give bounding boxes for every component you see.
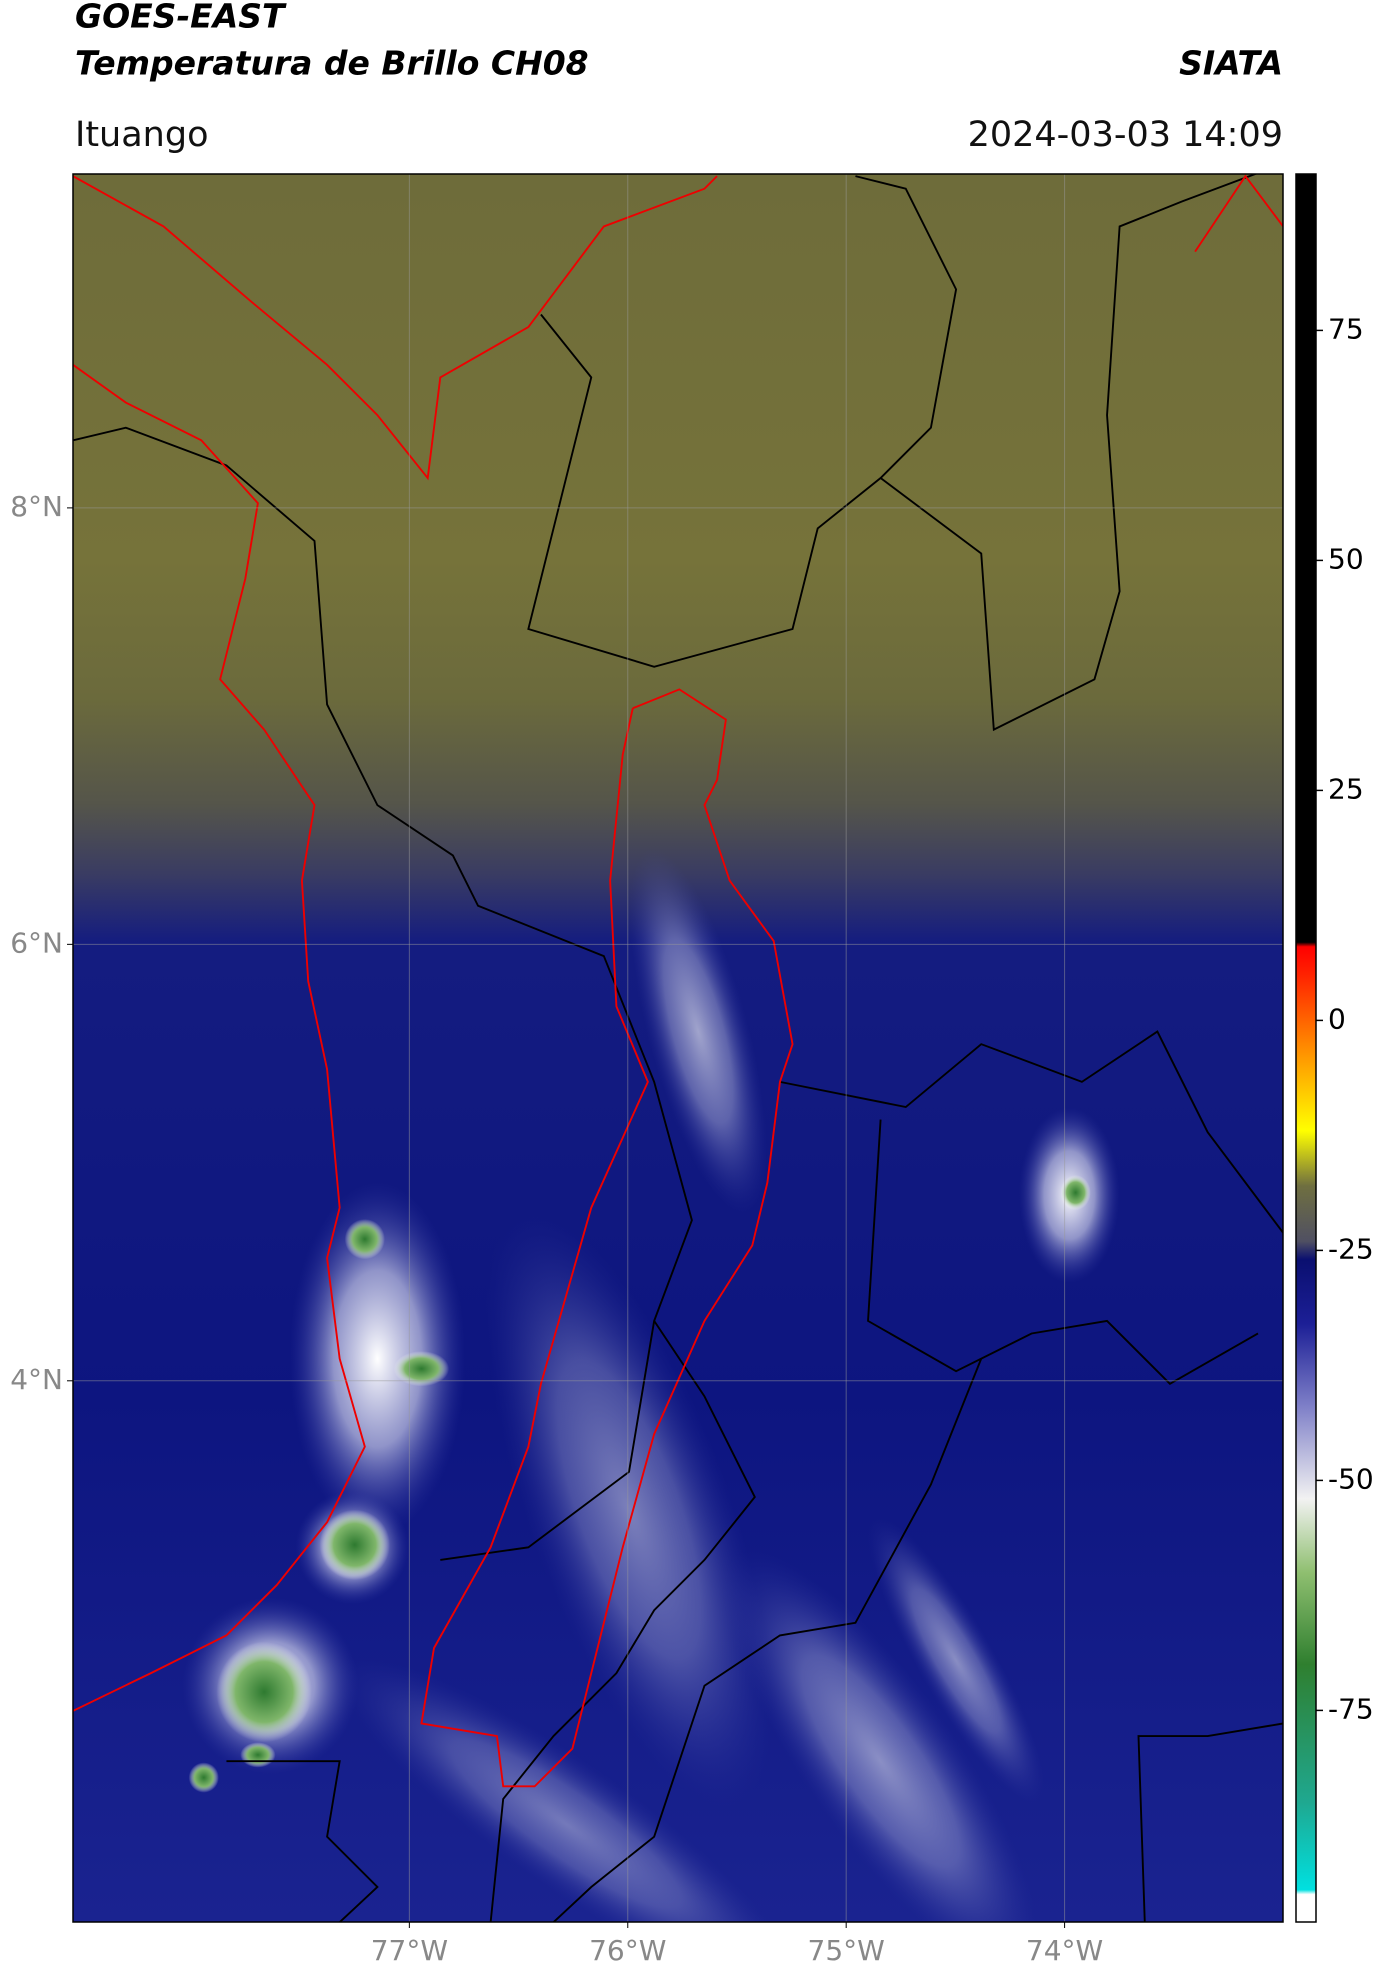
colorbar xyxy=(1295,173,1317,1923)
colorbar-tick-label: 0 xyxy=(1328,1002,1346,1035)
y-tick-label: 6°N xyxy=(10,926,63,959)
colorbar-tick-label: 25 xyxy=(1328,772,1364,805)
y-tick-label: 4°N xyxy=(10,1363,63,1396)
title: GOES-EAST xyxy=(75,0,287,36)
colorbar-tick-label: -25 xyxy=(1328,1232,1374,1265)
source: SIATA xyxy=(1179,44,1283,83)
x-tick-label: 77°W xyxy=(371,1934,448,1967)
colorbar-tick-label: 50 xyxy=(1328,542,1364,575)
subtitle: Temperatura de Brillo CH08 xyxy=(75,44,589,83)
cloud-field xyxy=(182,848,1120,1922)
x-tick-label: 75°W xyxy=(808,1934,885,1967)
map xyxy=(73,174,1283,1922)
region: Ituango xyxy=(75,115,209,155)
colorbar-tick-label: -50 xyxy=(1328,1462,1374,1495)
borders xyxy=(73,174,1283,1922)
x-tick-label: 76°W xyxy=(589,1934,666,1967)
map-frame xyxy=(72,173,1284,1923)
colorbar-tick-label: -75 xyxy=(1328,1692,1374,1725)
y-tick-label: 8°N xyxy=(10,490,63,523)
x-tick-label: 74°W xyxy=(1026,1934,1103,1967)
timestamp: 2024-03-03 14:09 xyxy=(968,115,1283,155)
colorbar-tick-label: 75 xyxy=(1328,312,1364,345)
